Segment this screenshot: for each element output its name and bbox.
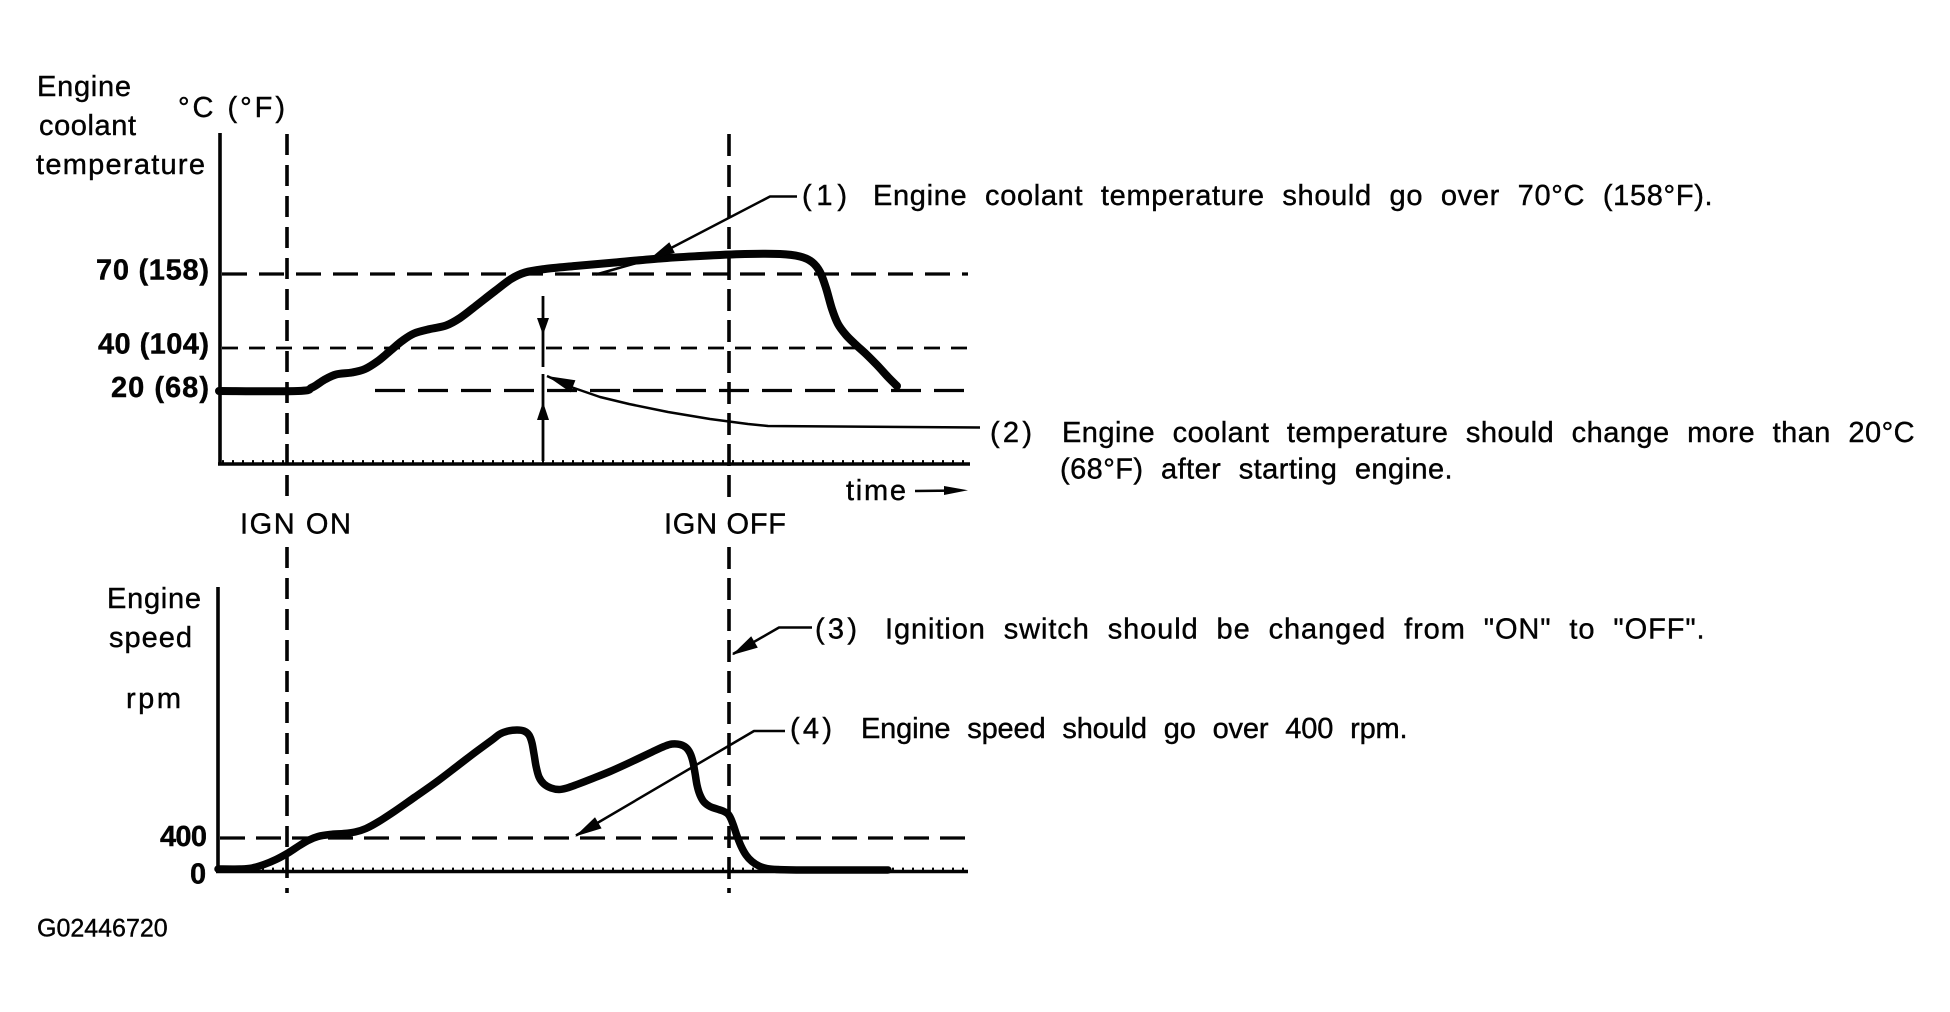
svg-text:(2): (2) [990,417,1032,449]
svg-text:Engine: Engine [37,71,131,103]
svg-text:°C (°F): °C (°F) [178,92,285,124]
svg-text:IGN OFF: IGN OFF [664,509,786,541]
svg-text:400: 400 [160,821,207,853]
svg-text:speed: speed [109,622,192,654]
svg-text:coolant: coolant [39,110,136,142]
svg-text:(1): (1) [802,180,847,212]
svg-text:IGN ON: IGN ON [240,509,351,541]
svg-text:Engine speed should go over 40: Engine speed should go over 400 rpm. [861,713,1408,745]
svg-text:Engine coolant temperature sho: Engine coolant temperature should go ove… [873,180,1713,212]
svg-text:Engine: Engine [107,583,201,615]
svg-text:G02446720: G02446720 [37,915,168,943]
svg-text:(4): (4) [790,713,832,745]
svg-text:Ignition switch should be chan: Ignition switch should be changed from "… [885,614,1705,646]
svg-text:70 (158): 70 (158) [96,255,209,287]
svg-text:40 (104): 40 (104) [98,329,209,361]
svg-text:20 (68): 20 (68) [111,372,209,404]
svg-text:Engine coolant temperature sho: Engine coolant temperature should change… [1062,417,1915,449]
svg-text:0: 0 [190,859,206,891]
svg-text:time: time [846,475,906,507]
svg-text:(68°F) after starting engine.: (68°F) after starting engine. [1060,454,1453,486]
svg-text:rpm: rpm [126,683,181,715]
svg-text:temperature: temperature [36,149,205,181]
svg-text:(3): (3) [815,614,857,646]
